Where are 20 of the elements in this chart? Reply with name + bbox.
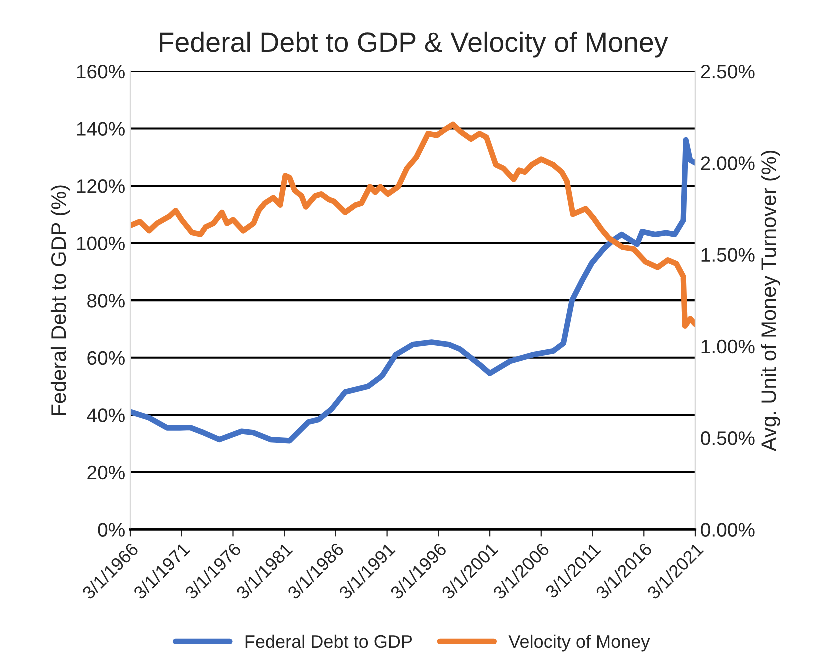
legend-label: Federal Debt to GDP xyxy=(246,634,412,648)
y-axis-title: Federal Debt to GDP (%) xyxy=(50,186,70,416)
y-tick-label: 80% xyxy=(88,294,125,308)
y2-tick-label: 2.50% xyxy=(701,64,755,79)
y2-tick-label: 2.00% xyxy=(701,156,755,170)
y2-tick-label: 0.00% xyxy=(701,523,755,537)
y2-axis-title: Avg. Unit of Money Turnover (%) xyxy=(761,150,780,452)
y-tick-label: 40% xyxy=(87,408,125,422)
y2-tick-label: 1.00% xyxy=(702,340,755,354)
y-tick-label: 100% xyxy=(77,236,125,251)
y-tick-label: 140% xyxy=(77,122,125,136)
y-tick-label: 160% xyxy=(77,64,125,79)
y-tick-label: 60% xyxy=(88,351,125,366)
y-tick-label: 0% xyxy=(98,523,125,537)
y2-tick-label: 0.50% xyxy=(701,432,755,446)
legend-label: Velocity of Money xyxy=(508,634,650,652)
y-tick-label: 20% xyxy=(88,466,125,480)
y2-tick-label: 1.50% xyxy=(702,248,755,262)
y-tick-label: 120% xyxy=(77,180,125,194)
chart-title: Federal Debt to GDP & Velocity of Money xyxy=(160,32,668,58)
